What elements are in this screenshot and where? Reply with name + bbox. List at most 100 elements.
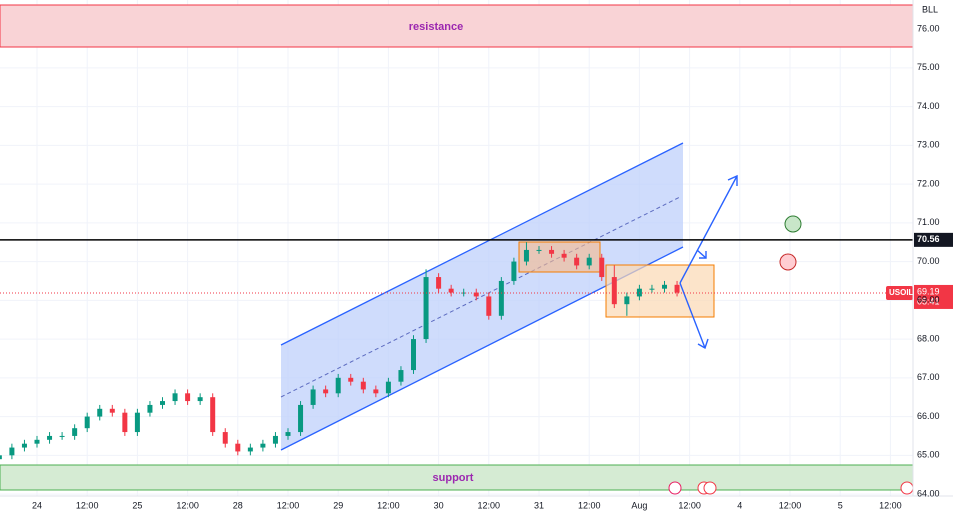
candle-body: [34, 439, 40, 444]
candle-body: [72, 428, 78, 436]
y-tick-label: 74.00: [917, 101, 940, 111]
y-tick-label: 70.00: [917, 256, 940, 266]
candle-body: [298, 404, 304, 433]
corner-label: BLL: [922, 4, 938, 14]
candle-body: [84, 416, 90, 429]
resistance-zone: [0, 4, 914, 48]
candle-body: [461, 292, 467, 294]
candle-body: [473, 292, 479, 297]
box: [518, 241, 601, 273]
candle-body: [122, 412, 128, 433]
symbol-label: USOIL: [889, 288, 914, 297]
candle-body: [285, 432, 291, 436]
x-tick-label: 4: [737, 500, 742, 510]
candle-body: [109, 408, 115, 413]
event-icon: [900, 481, 914, 495]
level-tag: [914, 232, 953, 247]
channel-upper: [280, 142, 684, 346]
event-icon: [703, 481, 717, 495]
candle-body: [624, 296, 630, 305]
candle-body: [360, 381, 366, 390]
y-tick-label: 69.00: [917, 295, 940, 305]
x-tick-label: 31: [534, 500, 544, 510]
arrow-small: [696, 249, 707, 259]
x-tick-label: 12:00: [277, 500, 300, 510]
x-tick-label: 12:00: [879, 500, 902, 510]
x-tick-label: 5: [838, 500, 843, 510]
x-tick-label: 12:00: [578, 500, 601, 510]
x-tick-label: 29: [333, 500, 343, 510]
candle-body: [185, 393, 191, 402]
candle-body: [247, 447, 253, 452]
y-tick-label: 71.00: [917, 217, 940, 227]
x-tick-label: 12:00: [377, 500, 400, 510]
channel-mid: [280, 196, 681, 398]
candle-body: [662, 284, 668, 289]
candle-body: [210, 397, 216, 433]
candle-body: [97, 408, 103, 417]
candle-body: [398, 370, 404, 382]
arrow-down: [679, 282, 706, 349]
x-tick-label: Aug: [631, 500, 647, 510]
candle-body: [536, 249, 542, 251]
y-tick-label: 64.00: [917, 488, 940, 498]
axes: 64.00 65.00 66.00 67.00 68.00 69.00 70.00 71.00…: [32, 23, 940, 510]
red-circle: [779, 253, 797, 271]
candle-body: [134, 412, 140, 433]
arrow-head: [727, 174, 738, 186]
candle-body: [486, 296, 492, 316]
box: [605, 264, 715, 318]
y-tick-label: 67.00: [917, 372, 940, 382]
y-tick-label: 72.00: [917, 178, 940, 188]
candle-body: [159, 401, 165, 405]
arrow-head: [699, 251, 707, 259]
candle-body: [335, 377, 341, 394]
countdown-label: 05:41: [917, 296, 940, 306]
candle-body: [9, 447, 15, 456]
x-tick-label: 24: [32, 500, 42, 510]
candle-body: [498, 280, 504, 316]
price-tag: [914, 284, 953, 309]
candle-body: [574, 257, 580, 266]
candle-body: [172, 393, 178, 402]
candle-body: [197, 397, 203, 402]
candle-body: [448, 288, 454, 293]
candle-body: [649, 288, 655, 290]
x-tick-label: 28: [233, 500, 243, 510]
resistance-label: resistance: [409, 21, 463, 33]
support-label: support: [433, 472, 474, 484]
candle-body: [674, 284, 680, 293]
candles: [0, 242, 680, 460]
candle-body: [436, 277, 442, 289]
candle-body: [0, 455, 2, 460]
y-tick-label: 68.00: [917, 333, 940, 343]
last-price-label: 69.19: [917, 286, 940, 296]
candle-body: [423, 277, 429, 340]
candle-body: [373, 389, 379, 394]
arrow-up: [679, 175, 738, 284]
arrow-head: [697, 338, 709, 350]
candle-body: [411, 339, 417, 371]
y-tick-label: 66.00: [917, 411, 940, 421]
candle-body: [21, 443, 27, 448]
candle-body: [222, 432, 228, 444]
candle-body: [310, 389, 316, 405]
candle-body: [523, 249, 529, 262]
support-zone: [0, 464, 914, 491]
x-tick-label: 12:00: [779, 500, 802, 510]
x-tick-label: 12:00: [478, 500, 501, 510]
candle-body: [586, 257, 592, 266]
green-circle: [784, 215, 802, 233]
candle-body: [260, 443, 266, 448]
y-tick-label: 65.00: [917, 450, 940, 460]
candle-body: [511, 261, 517, 281]
y-tick-label: 76.00: [917, 23, 940, 33]
candle-body: [561, 253, 567, 258]
symbol-tag: [886, 285, 913, 300]
x-tick-label: 25: [132, 500, 142, 510]
candle-body: [599, 257, 605, 278]
candle-body: [272, 435, 278, 444]
candle-body: [147, 404, 153, 413]
